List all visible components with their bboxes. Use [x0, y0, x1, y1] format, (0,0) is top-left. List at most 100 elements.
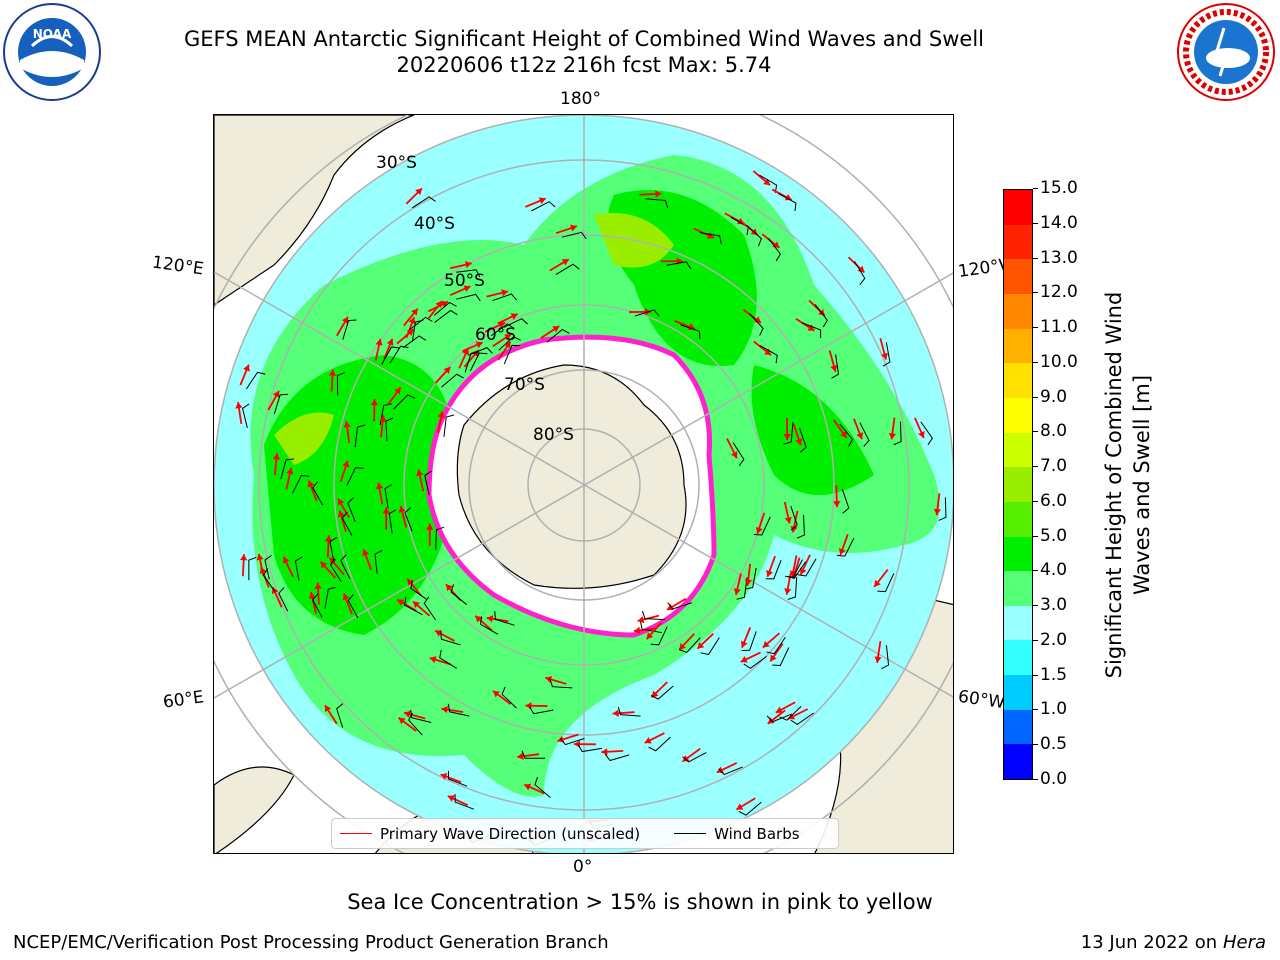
wind-barb — [347, 594, 359, 619]
svg-text:NOAA: NOAA — [33, 27, 72, 41]
wave-direction-arrowhead — [570, 224, 577, 232]
wind-barb — [531, 201, 556, 212]
wind-barb — [423, 596, 436, 621]
wind-barb — [381, 346, 400, 365]
wave-direction-arrowhead — [342, 460, 350, 468]
wind-barb — [639, 621, 662, 634]
wave-direction-arrowhead — [795, 438, 803, 446]
wind-barb — [882, 342, 891, 367]
wave-direction-arrowhead — [874, 656, 882, 663]
wave-direction-arrowhead — [398, 506, 406, 513]
wind-barb — [433, 301, 457, 316]
wind-barb — [759, 345, 778, 364]
producer-credit: NCEP/EMC/Verification Post Processing Pr… — [13, 932, 609, 953]
wave-direction-arrowhead — [633, 626, 641, 634]
wave-direction-arrowhead — [682, 755, 690, 762]
wind-barb — [468, 347, 493, 356]
wave-direction-arrowhead — [646, 632, 654, 640]
lat-label-60s: 60°S — [475, 325, 516, 345]
wave-direction-arrowhead — [259, 567, 267, 574]
wind-barb — [492, 293, 517, 302]
lat-label-70s: 70°S — [504, 375, 545, 395]
wave-direction-arrowhead — [504, 341, 511, 349]
wind-barb — [402, 335, 427, 349]
wave-direction-arrowhead — [282, 556, 290, 564]
wave-direction-arrowhead — [740, 656, 748, 663]
wave-direction-arrowhead — [337, 510, 345, 518]
wind-barb — [494, 611, 515, 626]
wave-direction-arrowhead — [445, 584, 453, 592]
wave-direction-arrowhead — [320, 561, 328, 569]
wind-barb — [680, 324, 701, 340]
wave-direction-arrowhead — [754, 316, 762, 323]
colorbar-tick-label: 1.5 — [1032, 664, 1068, 685]
wind-barb — [404, 506, 413, 532]
wave-direction-arrowhead — [552, 326, 560, 333]
colorbar-tick-label: 4.0 — [1032, 560, 1068, 581]
wind-barb — [346, 467, 364, 486]
wind-barb — [292, 475, 310, 494]
colorbar-tick-label: 7.0 — [1032, 456, 1068, 477]
wind-barb — [503, 344, 521, 365]
wind-barb — [699, 232, 722, 244]
wind-barb — [746, 224, 762, 247]
wave-direction-arrowhead — [770, 654, 777, 662]
wind-barb — [765, 560, 782, 580]
wave-direction-arrowhead — [379, 415, 387, 422]
wind-barb — [374, 549, 383, 575]
chart-subtitle: 20220606 t12z 216h fcst Max: 5.74 — [396, 53, 772, 77]
wave-direction-arrowhead — [807, 324, 815, 331]
wind-barb — [648, 736, 671, 752]
colorbar-tick-label: 12.0 — [1033, 282, 1078, 303]
colorbar-tick-label: 13.0 — [1033, 247, 1078, 268]
wave-direction-arrowhead — [736, 803, 744, 810]
wind-barb — [408, 712, 423, 736]
wind-barb — [294, 556, 303, 581]
wind-barb — [790, 505, 798, 531]
wave-direction-legend-label: Primary Wave Direction (unscaled) — [380, 824, 641, 843]
wind-barb — [435, 526, 445, 550]
wind-barb — [498, 336, 521, 351]
wind-barb — [393, 394, 416, 410]
wind-barb — [679, 637, 701, 654]
wave-direction-arrowhead — [498, 321, 506, 329]
wind-barb — [404, 597, 423, 616]
wave-direction-arrowhead — [408, 317, 416, 325]
wind-barb — [312, 481, 324, 506]
wave-direction-arrowhead — [888, 432, 896, 440]
colorbar-segment — [1004, 640, 1032, 676]
colorbar-segment — [1004, 605, 1032, 641]
wind-barb — [389, 345, 409, 364]
wave-direction-arrowhead — [492, 690, 500, 698]
wind-barb — [464, 352, 480, 373]
wave-direction-arrowhead — [612, 709, 619, 717]
antarctica-continent — [456, 364, 687, 589]
wind-barb — [262, 568, 276, 592]
wave-direction-arrowhead — [730, 451, 738, 459]
colorbar-segment — [1004, 432, 1032, 468]
colorbar-tick-label: 9.0 — [1032, 386, 1068, 407]
chart-title: GEFS MEAN Antarctic Significant Height o… — [183, 27, 985, 51]
wind-barb — [312, 593, 323, 618]
wave-direction-arrowhead — [440, 773, 448, 780]
noaa-logo: NOAA — [3, 3, 101, 101]
wind-barb — [814, 304, 828, 328]
wind-barb — [329, 536, 338, 562]
wave-direction-arrowhead — [857, 265, 865, 273]
lat-label-40s: 40°S — [414, 214, 455, 234]
wind-barb — [667, 602, 693, 610]
wind-barb — [836, 538, 855, 557]
colorbar-tick-label: 14.0 — [1033, 212, 1078, 233]
colorbar-segment — [1004, 536, 1032, 572]
wave-direction-arrowhead — [517, 752, 524, 760]
wave-direction-arrowhead — [342, 593, 350, 601]
wave-direction-arrowhead — [764, 348, 772, 356]
lon-label-60e: 60°E — [161, 687, 206, 713]
wind-barb — [447, 770, 468, 787]
wind-barb — [785, 559, 803, 578]
wave-direction-arrowhead — [382, 507, 390, 514]
colorbar-tick-label: 0.5 — [1032, 734, 1068, 755]
wind-barb — [456, 269, 481, 278]
host-name: Hera — [1222, 932, 1266, 953]
wave-direction-arrowhead — [501, 289, 508, 297]
